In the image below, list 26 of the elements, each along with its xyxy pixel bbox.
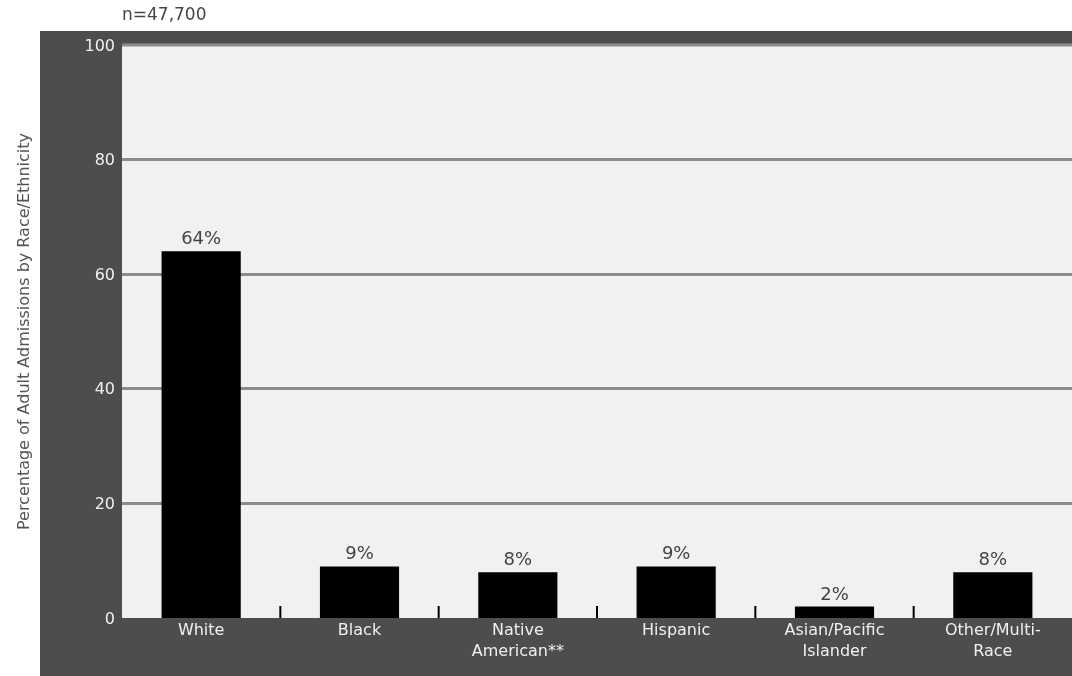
y-tick-label: 80 [94,150,115,170]
data-label: 9% [661,542,691,564]
bar [161,251,241,618]
bar [478,572,558,618]
x-tick-label: Other/Multi- Race [944,620,1041,660]
x-tick-label: White [177,620,225,639]
bar [636,566,716,618]
x-tick-label: Black [337,620,382,639]
y-axis-title: Percentage of Adult Admissions by Race/Ethnicity [14,132,34,531]
data-label: 9% [345,542,374,564]
y-tick-label: 40 [94,379,115,399]
y-tick-label: 100 [84,35,115,55]
y-tick-label: 60 [94,264,115,284]
y-tick-label: 20 [94,494,115,513]
x-tick-label: Hispanic [642,620,711,639]
data-label: 64% [181,227,222,249]
chart-title: n=47,700 [122,3,207,24]
bar [953,572,1033,618]
data-label: 2% [820,582,849,604]
bar [794,606,875,618]
y-tick-label: 0 [104,608,115,628]
data-label: 8% [503,548,533,570]
data-label: 8% [978,548,1008,570]
x-tick-label: Native American** [471,620,564,660]
x-tick-label: Asian/Pacific Islander [784,620,885,660]
bar [319,566,400,618]
